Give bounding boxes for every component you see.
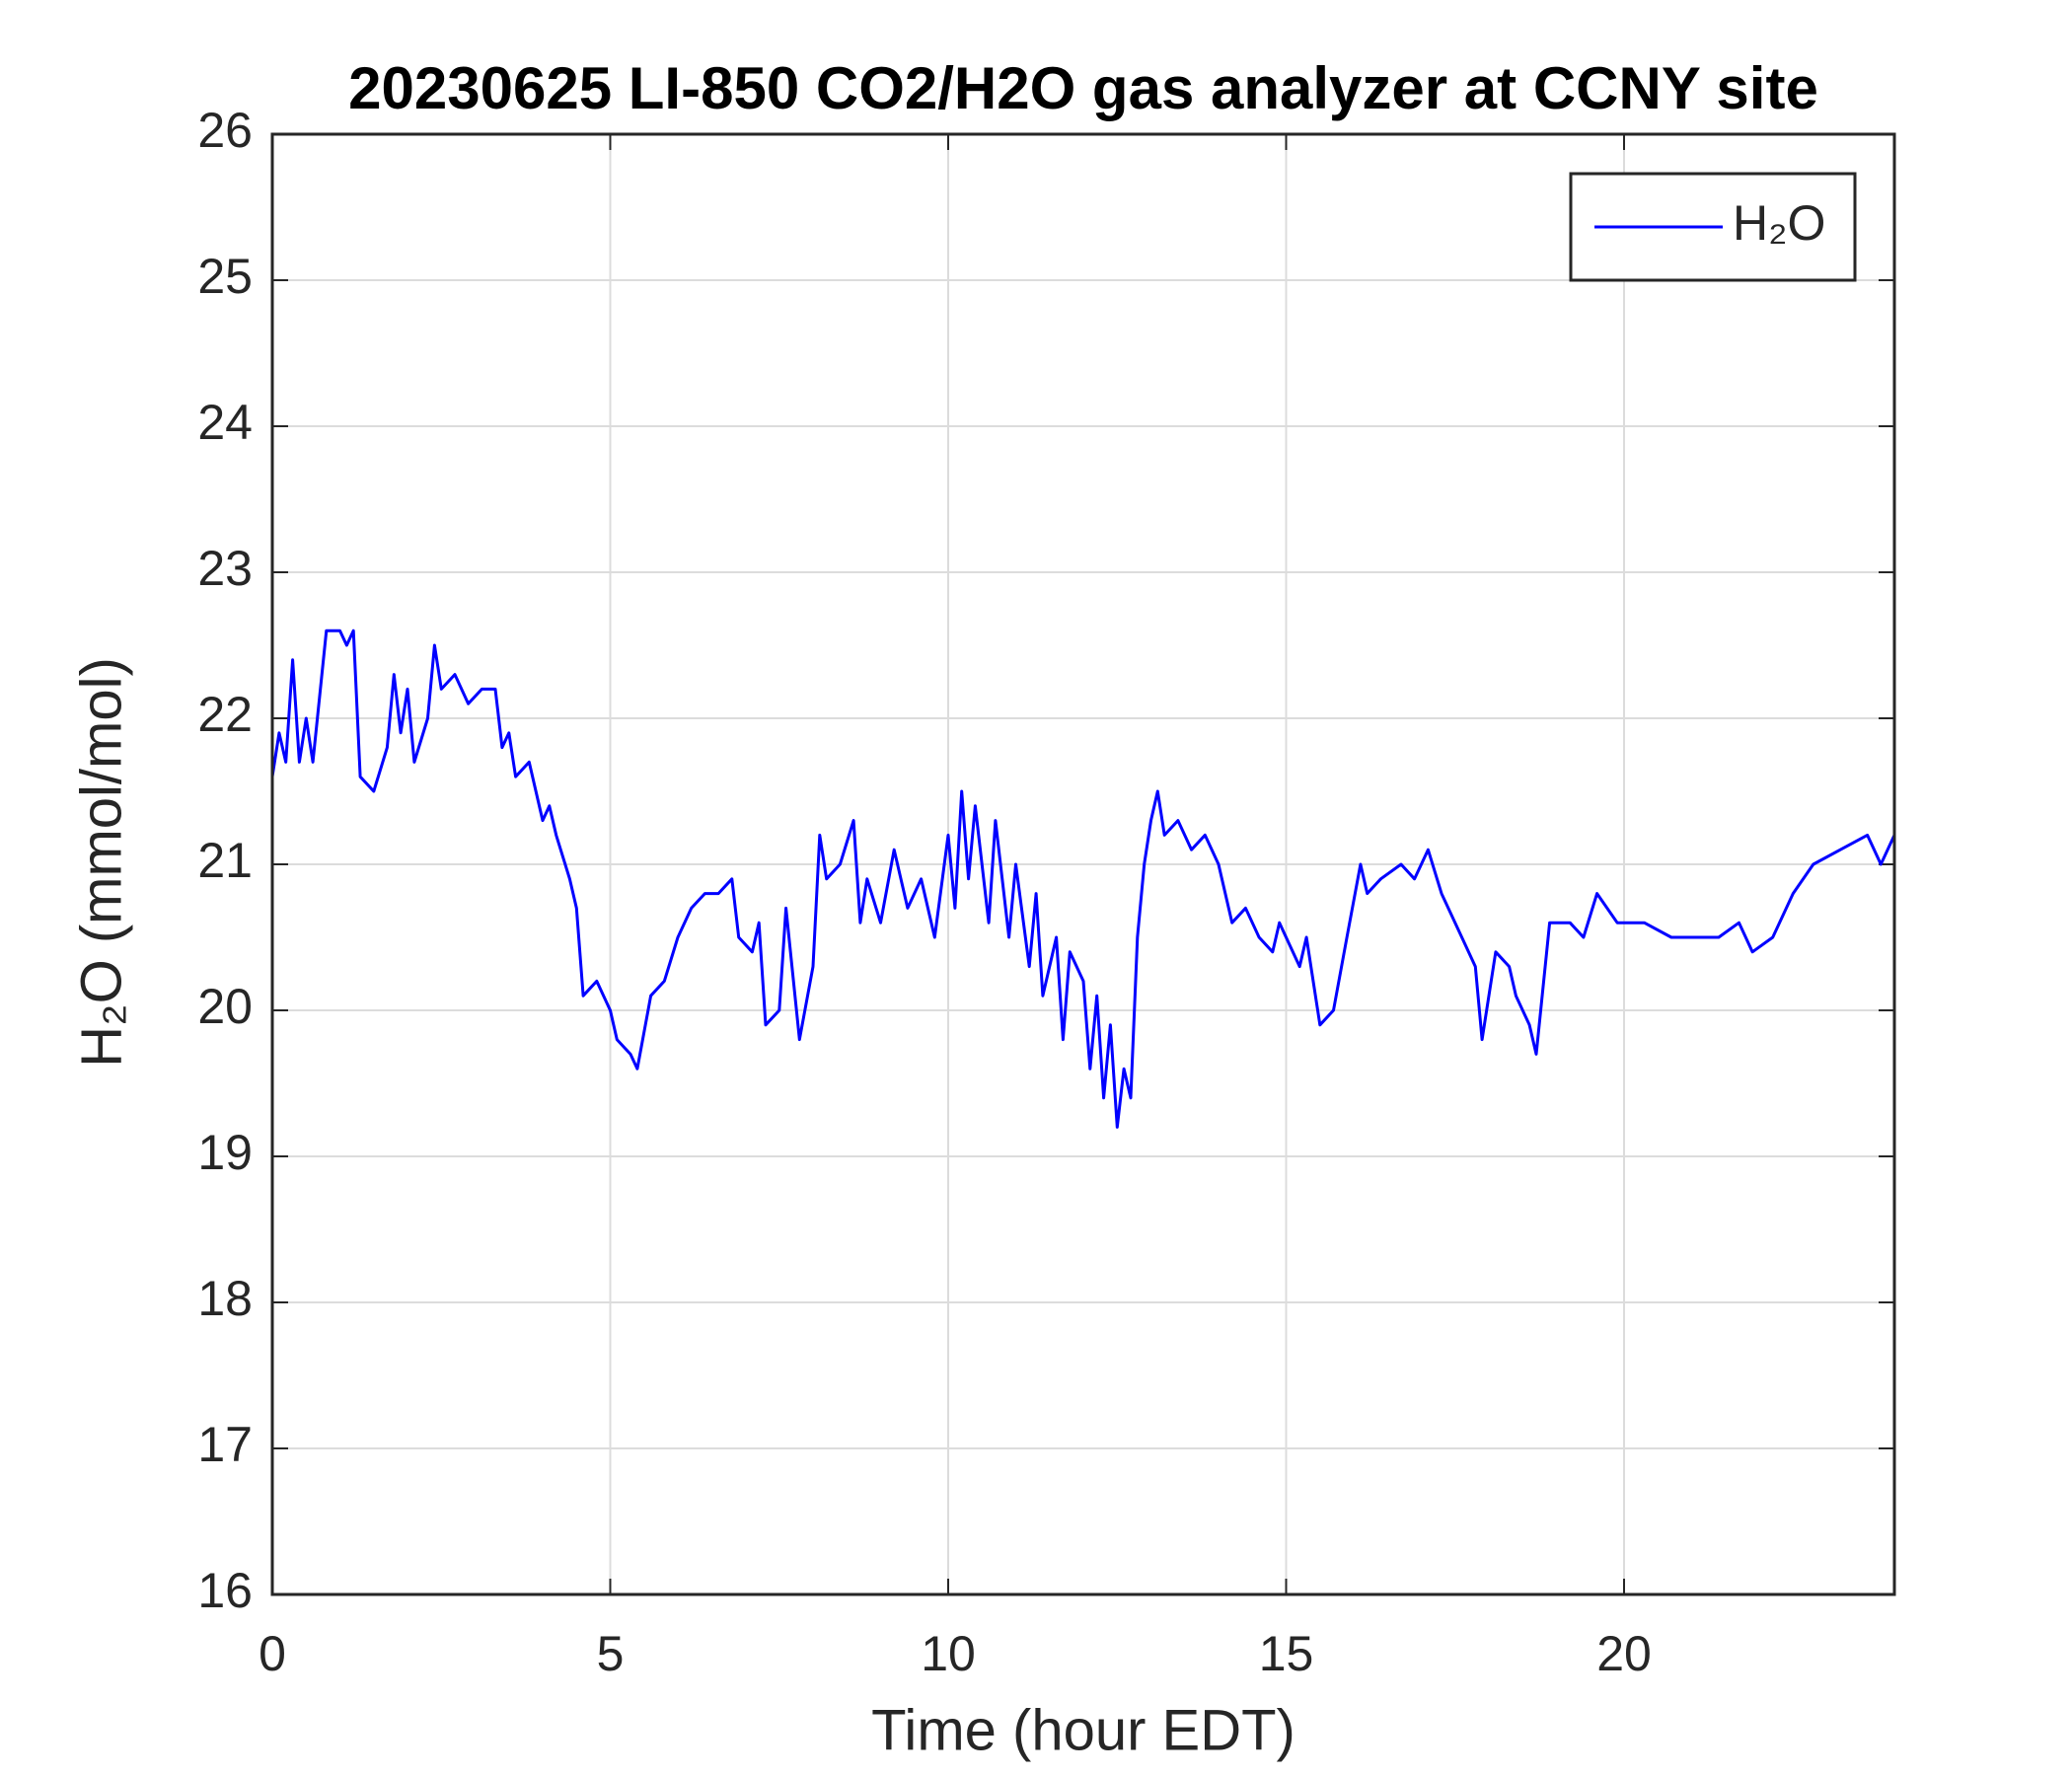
y-tick-label: 22 — [197, 687, 253, 742]
y-tick-label: 23 — [197, 541, 253, 596]
data-line — [270, 629, 1896, 1129]
y-tick-label: 24 — [197, 395, 253, 450]
x-tick-label: 0 — [259, 1626, 286, 1681]
y-tick-label: 26 — [197, 103, 253, 158]
y-tick-label: 18 — [197, 1271, 253, 1326]
y-tick-label: 21 — [197, 833, 253, 888]
x-tick-label: 10 — [921, 1626, 976, 1681]
y-tick-label: 17 — [197, 1417, 253, 1472]
y-tick-label: 25 — [197, 249, 253, 304]
y-tick-label: 19 — [197, 1125, 253, 1180]
legend-label: H₂O — [1733, 195, 1825, 251]
axes-box — [270, 132, 1896, 1596]
x-tick-label: 15 — [1259, 1626, 1314, 1681]
chart-title: 20230625 LI-850 CO2/H2O gas analyzer at … — [348, 55, 1818, 121]
x-tick-label: 20 — [1596, 1626, 1652, 1681]
y-axis-label: H₂O (mmol/mol) — [69, 657, 133, 1068]
x-tick-label: 5 — [597, 1626, 625, 1681]
x-axis-label: Time (hour EDT) — [871, 1698, 1295, 1762]
y-tick-label: 16 — [197, 1563, 253, 1618]
y-tick-label: 20 — [197, 979, 253, 1034]
